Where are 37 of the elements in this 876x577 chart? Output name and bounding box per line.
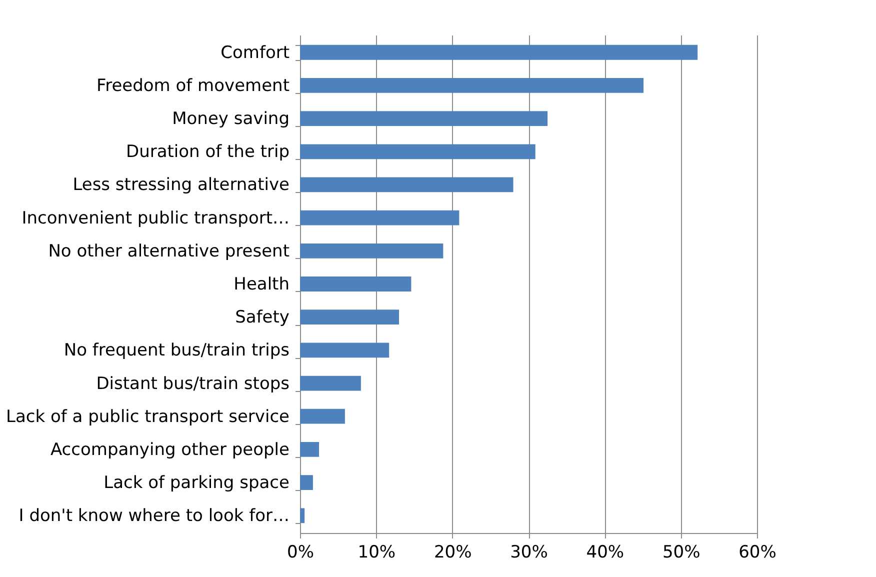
y-tick-label: Lack of parking space <box>104 473 290 494</box>
y-tick-label: Freedom of movement <box>96 76 290 96</box>
y-tick-label: Lack of a public transport service <box>6 406 290 427</box>
x-tick-label: 0% <box>287 542 314 562</box>
y-tick-label: Inconvenient public transport… <box>22 208 290 228</box>
x-tick-label: 40% <box>586 542 624 562</box>
bar <box>300 111 548 126</box>
y-tick-label: Duration of the trip <box>126 142 290 162</box>
bar <box>300 310 400 325</box>
y-tick-label: No other alternative present <box>48 241 290 262</box>
y-tick-label: Comfort <box>220 42 290 63</box>
y-tick-label: No frequent bus/train trips <box>64 340 290 361</box>
y-tick-label: Less stressing alternative <box>72 175 290 196</box>
x-tick-label: 50% <box>662 542 700 562</box>
bar <box>300 342 390 358</box>
bar <box>300 78 644 93</box>
x-tick-label: 60% <box>738 542 776 562</box>
bar <box>300 177 514 192</box>
y-tick-label: Accompanying other people <box>50 440 290 460</box>
bar <box>300 408 345 424</box>
bar <box>300 44 698 60</box>
bar <box>300 442 320 457</box>
bar <box>300 475 313 490</box>
y-tick-label: Health <box>234 274 290 294</box>
y-tick-label: I don't know where to look for… <box>18 506 290 526</box>
bar <box>300 210 460 226</box>
x-tick-label: 10% <box>358 542 396 562</box>
y-tick-label: Distant bus/train stops <box>96 374 290 394</box>
y-tick-label: Safety <box>235 308 290 328</box>
x-tick-label: 30% <box>510 542 548 562</box>
bar <box>300 376 361 391</box>
bar <box>300 508 305 524</box>
x-tick-label: 20% <box>434 542 472 562</box>
bar <box>300 144 536 160</box>
bar <box>300 276 412 292</box>
y-tick-label: Money saving <box>172 109 290 130</box>
bar <box>300 243 444 258</box>
